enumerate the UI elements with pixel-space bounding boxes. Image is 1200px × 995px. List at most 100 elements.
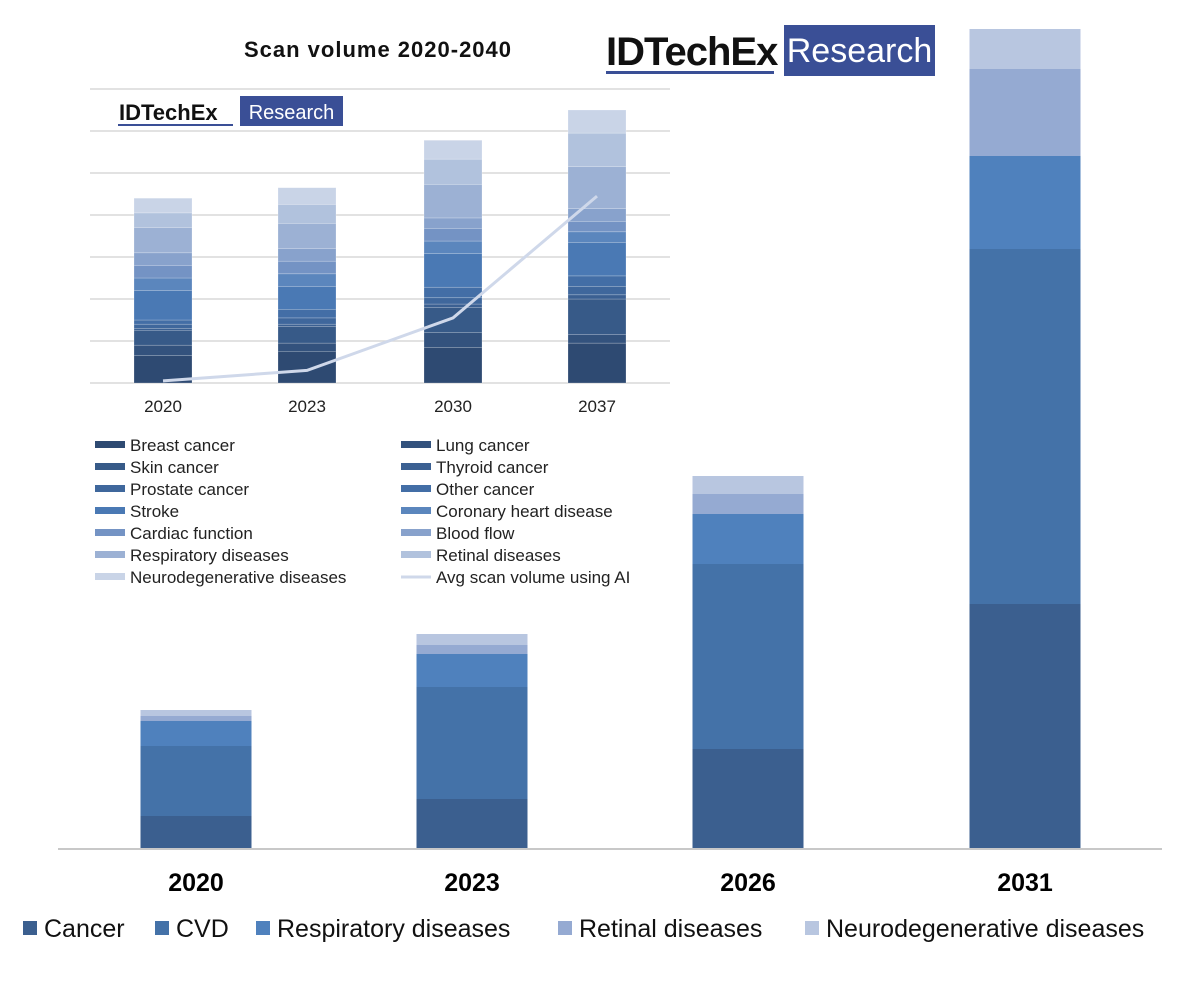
inset-legend-label: Coronary heart disease (436, 502, 613, 521)
inset-bar-2037-lung-cancer (567, 334, 627, 344)
inset-bar-2020-blood-flow (133, 252, 193, 266)
bar-2031-neurodegenerative-diseases (969, 29, 1081, 69)
legend-swatch (155, 921, 169, 935)
inset-logo-box (240, 96, 343, 126)
inset-bar-2030-blood-flow (423, 217, 483, 229)
inset-chart: Scan volume 2020-2040 IDTechEx Research … (90, 37, 670, 587)
inset-legend-label: Retinal diseases (436, 546, 561, 565)
inset-bar-2030-other-cancer (423, 286, 483, 299)
legend-label: Retinal diseases (579, 915, 762, 943)
inset-legend-label: Cardiac function (130, 524, 253, 543)
inset-legend-swatch (95, 529, 125, 536)
inset-legend-swatch (95, 485, 125, 492)
inset-legend-swatch (401, 485, 431, 492)
inset-bar-2023-coronary-heart-disease (277, 273, 337, 287)
inset-bar-2037-breast-cancer (567, 342, 627, 384)
inset-bar-2020-prostate-cancer (133, 323, 193, 329)
inset-logo: IDTechEx Research (118, 96, 343, 126)
inset-bar-2020-thyroid-cancer (133, 328, 193, 331)
inset-bar-2030-coronary-heart-disease (423, 240, 483, 254)
legend-label: Neurodegenerative diseases (826, 915, 1144, 943)
inset-legend-swatch (95, 573, 125, 580)
inset-legend-label: Blood flow (436, 524, 515, 543)
inset-bar-2023-lung-cancer (277, 342, 337, 352)
inset-legend-label: Neurodegenerative diseases (130, 568, 346, 587)
bar-2023-cancer (416, 799, 528, 849)
inset-bar-2023-retinal-diseases (277, 204, 337, 224)
ai-scan-volume-line (162, 194, 598, 383)
inset-bar-2023-prostate-cancer (277, 317, 337, 325)
inset-legend-label: Skin cancer (130, 458, 219, 477)
inset-bar-2020-other-cancer (133, 319, 193, 325)
inset-legend-label: Thyroid cancer (436, 458, 549, 477)
inset-legend-swatch (401, 441, 431, 448)
main-logo: IDTechEx Research (606, 25, 935, 76)
main-x-axis: 2020 2023 2026 2031 (168, 869, 1053, 897)
bar-2023-retinal-diseases (416, 645, 528, 654)
x-tick-label: 2023 (444, 869, 500, 897)
inset-legend-swatch (95, 463, 125, 470)
bar-2031-respiratory-diseases (969, 156, 1081, 249)
bar-2031-retinal-diseases (969, 69, 1081, 156)
inset-bar-2023-thyroid-cancer (277, 323, 337, 327)
inset-bar-2020-neurodegenerative-diseases (133, 197, 193, 214)
inset-x-axis: 2020 2023 2030 2037 (144, 397, 616, 416)
bar-2026-cvd (692, 564, 804, 749)
inset-bar-2037-prostate-cancer (567, 286, 627, 296)
inset-bar-2023-skin-cancer (277, 325, 337, 344)
inset-bar-2023-cardiac-function (277, 260, 337, 275)
inset-bar-2023-blood-flow (277, 248, 337, 262)
inset-bar-2020-retinal-diseases (133, 212, 193, 228)
inset-bar-2020-respiratory-diseases (133, 227, 193, 254)
bar-2020-neurodegenerative-diseases (140, 710, 252, 716)
inset-legend-label: Prostate cancer (130, 480, 249, 499)
inset-legend-swatch (95, 507, 125, 514)
inset-bar-2020-skin-cancer (133, 330, 193, 346)
inset-legend-swatch (401, 463, 431, 470)
inset-logo-tag: Research (249, 102, 335, 124)
inset-bar-2023-other-cancer (277, 309, 337, 319)
main-logo-box (784, 25, 935, 76)
main-logo-underline (606, 71, 774, 74)
main-legend: Cancer CVD Respiratory diseases Retinal dis… (23, 915, 1144, 943)
legend-label: CVD (176, 915, 229, 943)
inset-bar-2030-thyroid-cancer (423, 303, 483, 308)
bar-2020-retinal-diseases (140, 716, 252, 721)
bar-2023-cvd (416, 687, 528, 799)
inset-legend-label: Respiratory diseases (130, 546, 289, 565)
bar-2026-respiratory-diseases (692, 514, 804, 564)
inset-legend-swatch (95, 551, 125, 558)
inset-bar-2037-other-cancer (567, 275, 627, 287)
inset-legend-label: Lung cancer (436, 436, 530, 455)
inset-bar-2023-breast-cancer (277, 351, 337, 384)
main-logo-tag: Research (787, 32, 933, 70)
inset-bars (133, 109, 627, 384)
x-tick-label: 2026 (720, 869, 776, 897)
legend-swatch (23, 921, 37, 935)
inset-bar-2030-stroke (423, 253, 483, 288)
inset-legend-label: Stroke (130, 502, 179, 521)
bar-2031-cvd (969, 249, 1081, 604)
inset-legend-swatch (401, 551, 431, 558)
inset-bar-2030-retinal-diseases (423, 158, 483, 185)
inset-bar-2023-stroke (277, 286, 337, 310)
bar-2023-neurodegenerative-diseases (416, 634, 528, 645)
inset-bar-2020-coronary-heart-disease (133, 277, 193, 291)
inset-x-tick-label: 2030 (434, 397, 472, 416)
inset-bar-2030-neurodegenerative-diseases (423, 139, 483, 160)
bar-2020-respiratory-diseases (140, 721, 252, 746)
inset-ai-line (162, 194, 598, 383)
inset-logo-underline (118, 124, 233, 126)
inset-bar-2023-respiratory-diseases (277, 223, 337, 249)
bar-2026-retinal-diseases (692, 494, 804, 514)
inset-bar-2037-skin-cancer (567, 298, 627, 336)
inset-legend-label: Breast cancer (130, 436, 235, 455)
inset-bar-2030-breast-cancer (423, 346, 483, 384)
inset-bar-2020-stroke (133, 290, 193, 321)
inset-bar-2030-respiratory-diseases (423, 184, 483, 219)
inset-bar-2037-cardiac-function (567, 221, 627, 233)
inset-bar-2023-neurodegenerative-diseases (277, 187, 337, 205)
inset-bar-2037-retinal-diseases (567, 132, 627, 168)
main-bars (140, 29, 1081, 849)
inset-bar-2037-stroke (567, 242, 627, 277)
